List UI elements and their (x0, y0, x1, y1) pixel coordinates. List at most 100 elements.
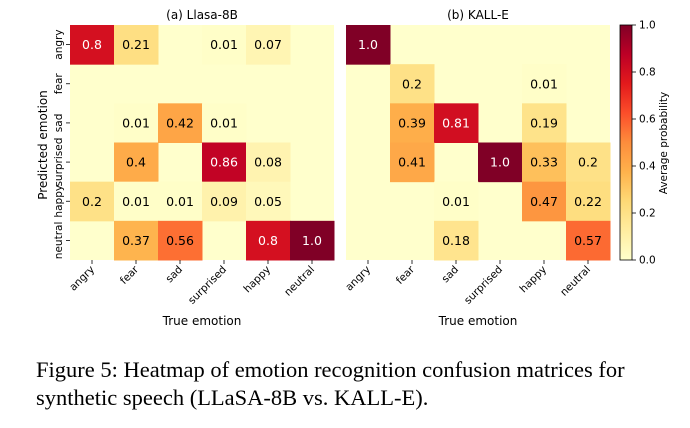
heatmap-a-y-tick-label: angry (53, 29, 65, 59)
heatmap-a-cell-label: 0.8 (82, 37, 102, 52)
colorbar-label: Average probability (658, 92, 670, 194)
heatmap-b-x-tick-label: sad (439, 264, 461, 286)
heatmap-panel-b: 1.0 0.2 0.01 0.39 0.81 0.19 0.41 1.0 0.33 0.2 0.01… (343, 8, 611, 328)
colorbar: 0.0 0.2 0.4 0.6 0.8 1.0 Average probability (619, 20, 670, 267)
heatmap-b-cell (390, 103, 435, 143)
heatmap-b-cell-label: 1.0 (490, 155, 510, 170)
heatmap-a-cell (246, 220, 291, 261)
heatmap-a-cell-label: 0.8 (258, 233, 278, 248)
heatmap-b-x-ticks: angry fear sad surprised happy neutral (343, 260, 593, 307)
heatmap-b-cell (566, 181, 611, 222)
heatmap-b-cell (522, 103, 567, 143)
heatmap-a-cell-label: 0.42 (166, 115, 194, 130)
heatmap-a-cell-label: 0.08 (254, 155, 282, 170)
heatmap-a-cell (158, 220, 203, 261)
heatmap-a-cell-label: 0.01 (210, 37, 238, 52)
heatmap-b-cell-label: 0.19 (530, 115, 558, 130)
heatmap-panel-a: 0.8 0.21 0.01 0.07 0.01 0.42 0.01 0.4 0.86 0.08 0.… (36, 8, 335, 328)
heatmap-a-x-tick-label: sad (163, 264, 185, 286)
heatmap-b-x-tick-label: happy (518, 264, 550, 296)
heatmap-a-cell-label: 0.21 (122, 37, 150, 52)
panel-a-title: (a) Llasa-8B (166, 8, 238, 22)
heatmap-a-cell-label: 0.01 (166, 194, 194, 209)
heatmap-b-x-tick-label: angry (343, 264, 373, 294)
heatmap-a-cell (70, 181, 115, 222)
heatmap-b-x-tick-label: neutral (558, 264, 593, 299)
colorbar-ticks: 0.0 0.2 0.4 0.6 0.8 1.0 (632, 20, 656, 267)
heatmap-a-x-ticks: angry fear sad surprised happy neutral (67, 260, 317, 307)
heatmap-b-cell-label: 0.57 (574, 233, 602, 248)
heatmap-a-y-tick-label: happy (53, 185, 65, 218)
heatmap-b-cell-label: 0.18 (442, 233, 470, 248)
heatmap-a-cell (202, 25, 247, 65)
heatmap-a-cell (290, 220, 335, 261)
heatmap-b-cell-label: 0.39 (398, 115, 426, 130)
heatmap-a-cell (114, 181, 159, 222)
heatmap-a-cells: 0.8 0.21 0.01 0.07 0.01 0.42 0.01 0.4 0.86 0.08 0.… (70, 25, 335, 261)
heatmap-a-x-tick-label: happy (242, 264, 274, 296)
heatmap-a-cell-label: 0.01 (210, 115, 238, 130)
heatmap-b-cell (522, 64, 567, 104)
heatmap-b-cell-label: 0.2 (578, 155, 598, 170)
heatmap-a-cell (114, 25, 159, 65)
panel-a-x-axis-label: True emotion (162, 314, 242, 328)
panel-b-x-axis-label: True emotion (438, 314, 518, 328)
heatmap-b-cell (434, 103, 479, 143)
heatmap-b-cell (346, 25, 391, 65)
panel-b-title: (b) KALL-E (447, 8, 509, 22)
heatmap-a-cell-label: 0.09 (210, 194, 238, 209)
heatmap-b-cell (434, 181, 479, 222)
heatmap-a-x-tick-label: neutral (282, 264, 317, 299)
heatmap-a-cell-label: 0.2 (82, 194, 102, 209)
heatmap-a-cell (70, 25, 115, 65)
heatmap-a-y-tick-label: fear (53, 73, 65, 95)
heatmap-a-cell (202, 181, 247, 222)
colorbar-tick-label: 0.4 (639, 161, 656, 173)
heatmap-a-cell (202, 142, 247, 183)
heatmap-a-cell (246, 25, 291, 65)
heatmap-b-cell-label: 0.01 (442, 194, 470, 209)
heatmap-b-cell (478, 142, 523, 183)
heatmap-a-cell (114, 142, 159, 183)
heatmap-a-x-tick-label: surprised (186, 264, 229, 307)
heatmap-b-cell-label: 0.47 (530, 194, 558, 209)
heatmap-b-x-tick-label: surprised (462, 264, 505, 307)
figure-caption: Figure 5: Heatmap of emotion recognition… (36, 357, 625, 410)
colorbar-tick-label: 1.0 (639, 20, 656, 32)
heatmap-b-cell-label: 1.0 (358, 37, 378, 52)
heatmap-a-x-tick-label: fear (118, 263, 142, 287)
heatmap-a-cell (114, 220, 159, 261)
heatmap-a-cell-label: 0.05 (254, 194, 282, 209)
colorbar-tick-label: 0.0 (639, 255, 656, 267)
heatmap-b-cell-label: 0.41 (398, 155, 426, 170)
heatmap-a-cell-label: 1.0 (302, 233, 322, 248)
heatmap-a-cell-label: 0.01 (122, 115, 150, 130)
colorbar-gradient (619, 24, 633, 261)
heatmap-b-x-tick-label: fear (394, 263, 418, 287)
heatmap-a-y-tick-label: surprised (53, 138, 65, 187)
heatmap-b-cell-label: 0.81 (442, 115, 470, 130)
heatmap-b-cell (522, 142, 567, 183)
heatmap-b-cell (390, 142, 435, 183)
heatmap-a-y-tick-label: neutral (53, 222, 65, 260)
heatmap-b-cells: 1.0 0.2 0.01 0.39 0.81 0.19 0.41 1.0 0.33 0.2 0.01… (346, 25, 611, 261)
heatmap-b-cell-label: 0.33 (530, 155, 558, 170)
heatmap-a-cell-label: 0.07 (254, 37, 282, 52)
colorbar-tick-label: 0.6 (639, 114, 656, 126)
heatmap-a-y-tick-label: sad (53, 114, 65, 133)
heatmap-a-cell-label: 0.4 (126, 155, 146, 170)
heatmap-a-cell-label: 0.56 (166, 233, 194, 248)
heatmap-a-cell (158, 181, 203, 222)
heatmap-b-cell (434, 220, 479, 261)
heatmap-b-cell (390, 64, 435, 104)
heatmap-a-cell (158, 103, 203, 143)
heatmap-b-cell-label: 0.22 (574, 194, 602, 209)
y-axis-label: Predicted emotion (36, 90, 50, 200)
heatmap-a-cell-label: 0.01 (122, 194, 150, 209)
heatmap-a-cell (114, 103, 159, 143)
colorbar-tick-label: 0.2 (639, 208, 656, 220)
heatmap-b-cell (522, 181, 567, 222)
heatmap-a-x-tick-label: angry (67, 264, 97, 294)
